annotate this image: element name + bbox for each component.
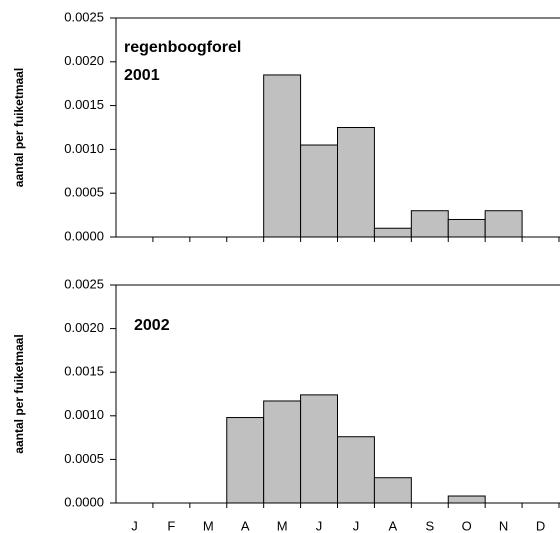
bar: [263, 74, 302, 238]
x-tick-label: N: [499, 518, 508, 533]
x-tick-label: A: [389, 518, 398, 533]
x-tick-label: D: [536, 518, 545, 533]
y-tick-label: 0.0010: [64, 407, 104, 422]
bar: [337, 127, 375, 238]
bar: [447, 495, 486, 504]
bar: [373, 227, 412, 238]
x-tick-label: J: [131, 518, 138, 533]
y-axis-label: aantal per fuiketmaal: [12, 68, 26, 187]
y-tick-label: 0.0000: [64, 228, 104, 243]
bar: [447, 218, 486, 238]
y-tick-label: 0.0010: [64, 141, 104, 156]
bar: [300, 144, 339, 238]
x-tick-label: A: [241, 518, 250, 533]
y-tick-label: 0.0000: [64, 494, 104, 509]
annotation: 2002: [134, 317, 170, 334]
bar: [373, 477, 412, 504]
annotation: regenboogforel: [124, 39, 241, 56]
annotation: 2001: [124, 67, 160, 84]
y-tick-label: 0.0025: [64, 9, 104, 24]
y-tick-label: 0.0020: [64, 53, 104, 68]
y-axis-label: aantal per fuiketmaal: [12, 334, 26, 453]
x-tick-label: J: [316, 518, 323, 533]
x-tick-label: F: [167, 518, 175, 533]
y-tick-label: 0.0020: [64, 320, 104, 335]
y-tick-label: 0.0025: [64, 276, 104, 291]
y-tick-label: 0.0015: [64, 364, 104, 379]
x-tick-label: O: [462, 518, 472, 533]
x-tick-label: S: [425, 518, 434, 533]
y-tick-label: 0.0015: [64, 97, 104, 112]
y-tick-label: 0.0005: [64, 185, 104, 200]
bar: [410, 210, 449, 238]
bar: [226, 417, 265, 504]
bar: [484, 210, 523, 238]
bar: [300, 394, 339, 504]
y-tick-label: 0.0005: [64, 451, 104, 466]
bar: [337, 436, 375, 504]
x-tick-label: M: [203, 518, 214, 533]
x-tick-label: J: [353, 518, 360, 533]
x-tick-label: M: [277, 518, 288, 533]
bar: [263, 400, 302, 504]
